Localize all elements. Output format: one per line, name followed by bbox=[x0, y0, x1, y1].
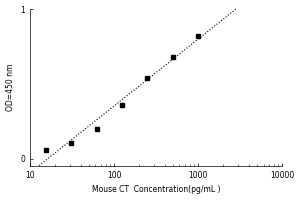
X-axis label: Mouse CT  Concentration(pg/mL ): Mouse CT Concentration(pg/mL ) bbox=[92, 185, 220, 194]
Y-axis label: OD=450 nm: OD=450 nm bbox=[6, 64, 15, 111]
